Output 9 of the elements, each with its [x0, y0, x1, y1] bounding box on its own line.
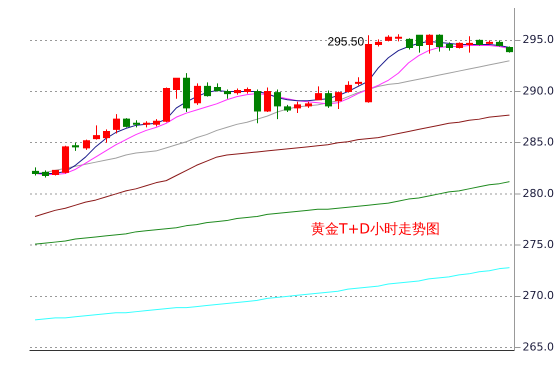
y-tick-label: 285.0 — [522, 136, 554, 149]
y-tick-label: 265.0 — [522, 340, 554, 354]
y-tick-label: 280.0 — [522, 186, 554, 200]
text: 黄金T+D小时走势图 — [311, 221, 440, 238]
y-tick-label: 290.0 — [522, 84, 554, 98]
y-tick-label: 295.0 — [522, 33, 554, 46]
annotation: 295.50 — [327, 34, 364, 49]
y-tick-label: 270.0 — [522, 289, 554, 302]
y-tick-label: 275.0 — [522, 238, 554, 251]
